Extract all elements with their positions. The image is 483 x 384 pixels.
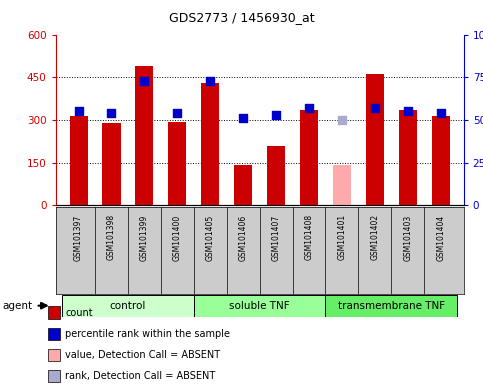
Text: count: count (65, 308, 93, 318)
Text: GSM101402: GSM101402 (370, 214, 379, 260)
Text: percentile rank within the sample: percentile rank within the sample (65, 329, 230, 339)
Text: GSM101397: GSM101397 (74, 214, 83, 260)
Bar (398, 110, 417, 205)
Bar (201, 83, 219, 205)
Point (437, 110, 444, 116)
Bar (326, 295, 457, 317)
Text: GSM101407: GSM101407 (271, 214, 281, 260)
Bar (234, 165, 252, 205)
Bar (194, 295, 326, 317)
Text: GSM101401: GSM101401 (338, 214, 346, 260)
Bar (62, 295, 194, 317)
Point (272, 112, 280, 118)
Bar (70, 116, 87, 205)
Point (206, 78, 214, 84)
Text: soluble TNF: soluble TNF (229, 301, 290, 311)
Bar (432, 116, 450, 205)
Bar (168, 122, 186, 205)
Text: value, Detection Call = ABSENT: value, Detection Call = ABSENT (65, 350, 220, 360)
Text: GSM101405: GSM101405 (206, 214, 215, 260)
Point (404, 108, 412, 114)
Text: GSM101404: GSM101404 (436, 214, 445, 260)
Point (173, 110, 181, 116)
Text: GSM101399: GSM101399 (140, 214, 149, 260)
Text: rank, Detection Call = ABSENT: rank, Detection Call = ABSENT (65, 371, 215, 381)
Text: agent: agent (2, 301, 32, 311)
Bar (300, 110, 318, 205)
Text: GSM101398: GSM101398 (107, 214, 116, 260)
Point (305, 105, 313, 111)
Text: GSM101408: GSM101408 (304, 214, 313, 260)
Point (75, 108, 83, 114)
Bar (333, 165, 351, 205)
Bar (366, 74, 384, 205)
Text: GSM101403: GSM101403 (403, 214, 412, 260)
Point (338, 117, 346, 123)
Bar (267, 146, 285, 205)
Point (108, 110, 115, 116)
Text: control: control (110, 301, 146, 311)
Point (371, 105, 379, 111)
Point (239, 115, 247, 121)
Bar (102, 123, 121, 205)
Point (141, 78, 148, 84)
Text: GSM101400: GSM101400 (173, 214, 182, 260)
Text: GDS2773 / 1456930_at: GDS2773 / 1456930_at (169, 12, 314, 25)
Text: transmembrane TNF: transmembrane TNF (338, 301, 445, 311)
Text: GSM101406: GSM101406 (239, 214, 248, 260)
Bar (135, 66, 154, 205)
